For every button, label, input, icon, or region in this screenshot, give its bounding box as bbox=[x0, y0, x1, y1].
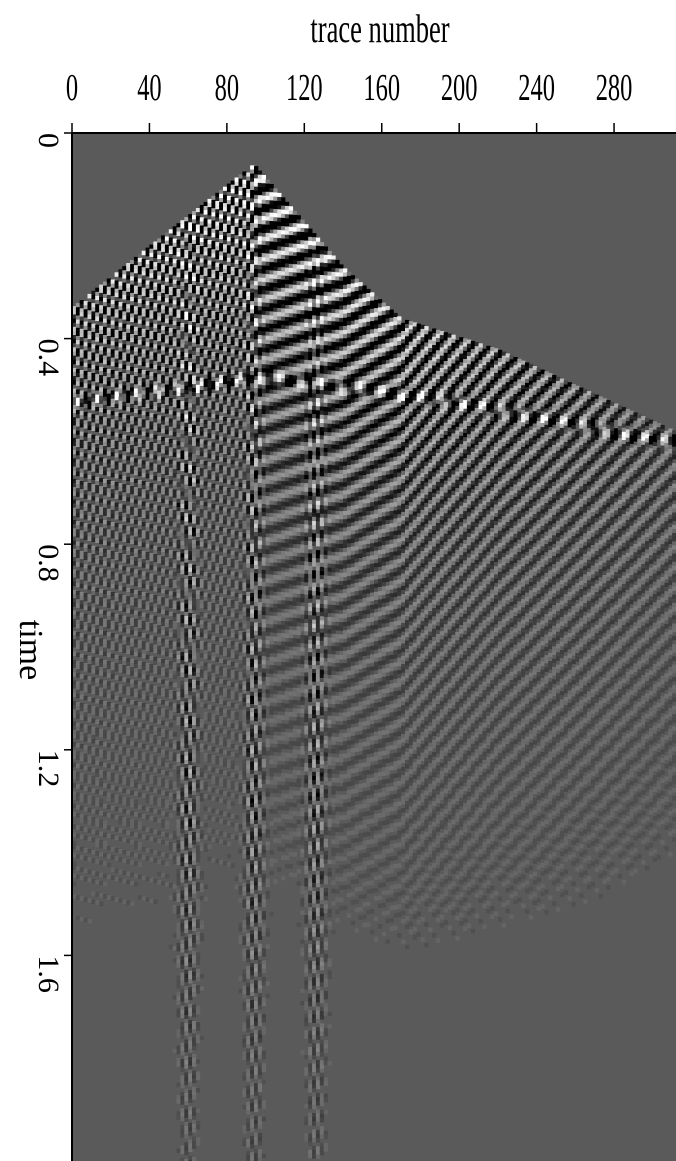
x-tick-label: 120 bbox=[286, 66, 323, 109]
x-axis-label: trace number bbox=[310, 8, 450, 52]
y-axis-ticks: 0 0.4 0.8 1.2 1.6 bbox=[32, 132, 72, 993]
x-tick-label: 0 bbox=[66, 66, 78, 109]
x-tick-label: 240 bbox=[518, 66, 555, 109]
y-axis-label: time bbox=[12, 620, 49, 680]
y-tick-label: 0.4 bbox=[32, 339, 65, 377]
x-tick-label: 80 bbox=[215, 66, 239, 109]
x-tick-label: 160 bbox=[363, 66, 400, 109]
x-tick-label: 200 bbox=[441, 66, 478, 109]
y-tick-label: 1.6 bbox=[32, 955, 65, 993]
x-tick-label: 280 bbox=[596, 66, 633, 109]
seismic-data bbox=[72, 165, 676, 1161]
x-tick-label: 40 bbox=[137, 66, 161, 109]
y-tick-label: 0 bbox=[32, 133, 65, 148]
x-axis-ticks: 0 40 80 120 160 200 240 280 bbox=[66, 66, 633, 133]
y-tick-label: 0.8 bbox=[32, 544, 65, 582]
y-tick-label: 1.2 bbox=[32, 750, 65, 788]
